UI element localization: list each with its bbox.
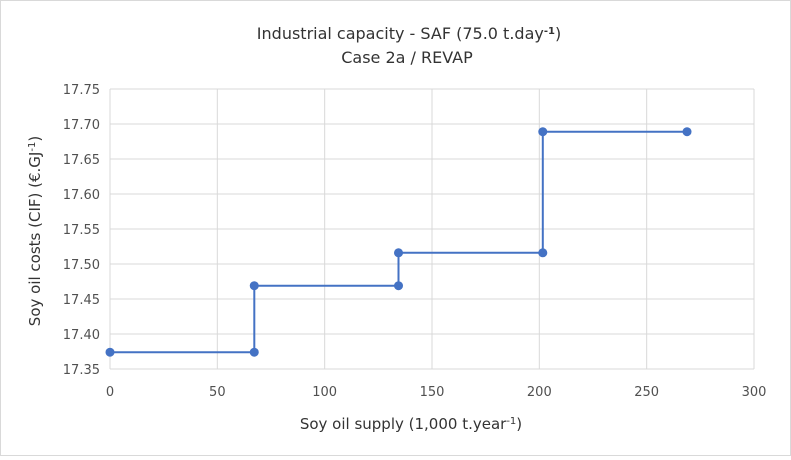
data-point [105,347,115,357]
y-axis-label-superscript: -1 [27,142,38,152]
data-point [538,248,548,258]
x-axis-label-superscript: -1 [506,416,516,427]
x-axis-label-close: ) [516,415,522,433]
data-point [249,281,259,291]
chart-title-close: ) [555,24,561,43]
x-tick-label: 300 [742,385,767,400]
data-point [538,127,548,137]
y-tick-label: 17.60 [63,188,100,203]
data-point [682,127,692,137]
y-axis-label-main: Soy oil costs (CIF) (€.GJ [26,152,44,327]
chart-title-main: Industrial capacity - SAF (75.0 t.day [257,24,544,43]
series-line [110,130,687,354]
y-tick-label: 17.35 [63,363,100,378]
x-tick-label: 250 [634,385,659,400]
y-axis-label-close: ) [26,136,44,142]
gridlines [109,88,755,370]
x-axis-label-main: Soy oil supply (1,000 t.year [300,415,507,433]
series-area [105,127,692,357]
data-point [394,281,404,291]
y-tick-labels: 17.35 17.40 17.45 17.50 17.55 17.60 17.65 17.70… [63,83,100,378]
y-axis-label: Soy oil costs (CIF) (€.GJ-1) [26,136,44,326]
x-tick-label: 150 [420,385,445,400]
x-tick-labels: 0 50 100 150 200 250 300 [106,385,767,400]
y-tick-label: 17.50 [63,258,100,273]
x-axis-label: Soy oil supply (1,000 t.year-1) [300,415,522,433]
y-tick-label: 17.70 [63,118,100,133]
data-point [249,347,259,357]
y-tick-label: 17.75 [63,83,100,98]
x-tick-label: 0 [106,385,114,400]
x-tick-label: 50 [209,385,226,400]
x-tick-label: 200 [527,385,552,400]
chart-title-superscript: -1 [544,26,555,37]
y-tick-label: 17.40 [63,328,100,343]
y-tick-label: 17.65 [63,153,100,168]
y-tick-label: 17.45 [63,293,100,308]
x-tick-label: 100 [312,385,337,400]
data-point [394,248,404,258]
chart-subtitle: Case 2a / REVAP [341,48,473,67]
chart-title: Industrial capacity - SAF (75.0 t.day-1) [257,24,561,43]
y-tick-label: 17.55 [63,223,100,238]
